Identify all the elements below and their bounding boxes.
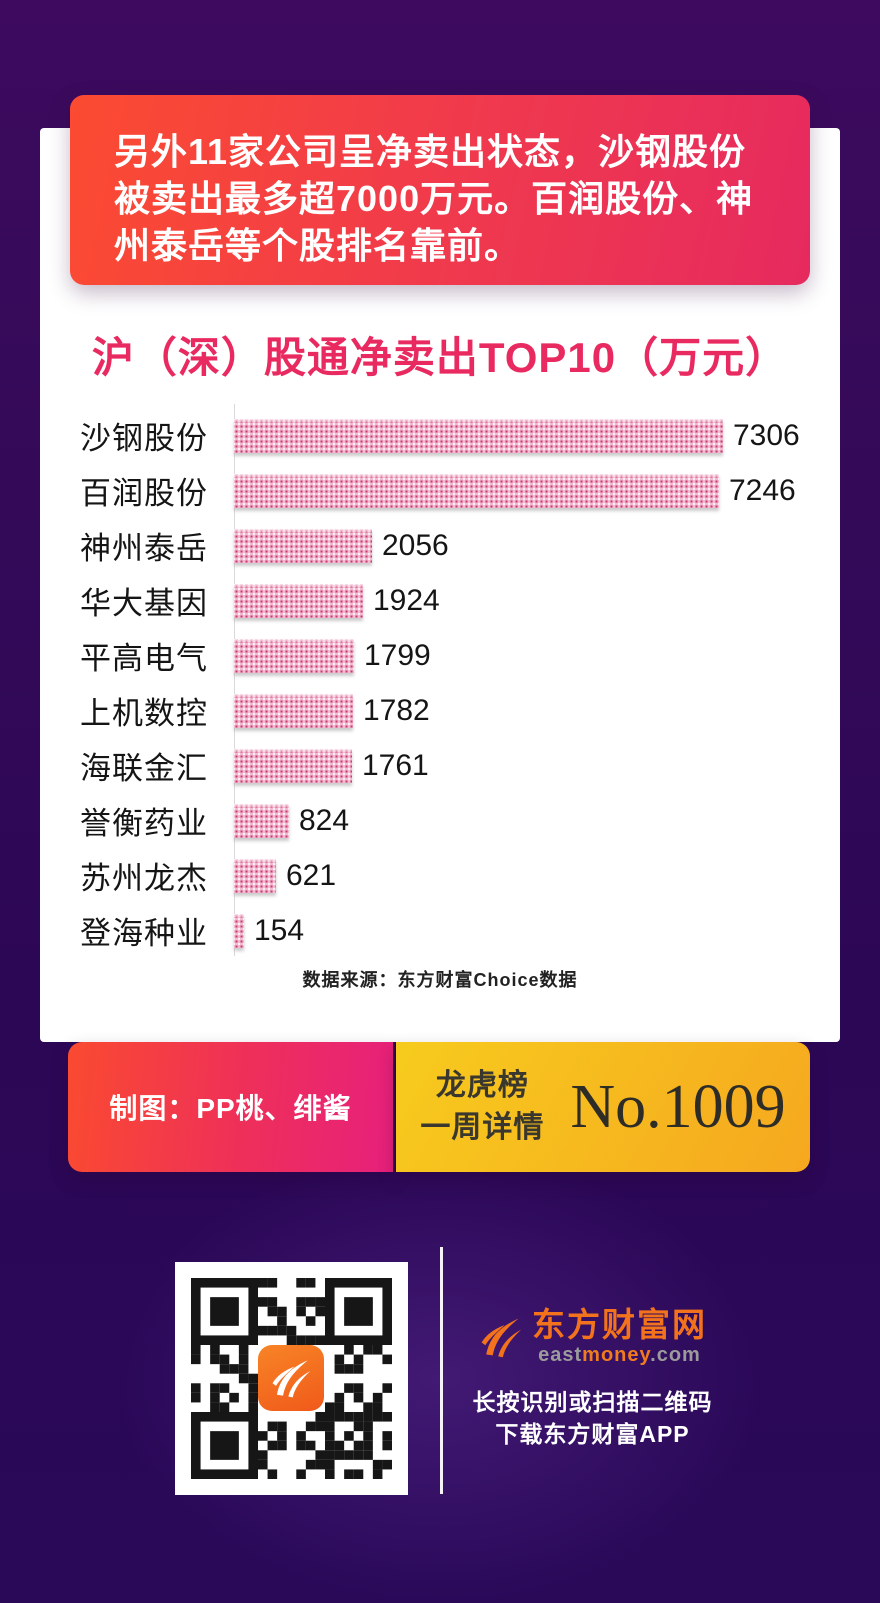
bar-category-label: 誉衡药业 [80,806,208,841]
bar [234,693,353,728]
chart-row: 誉衡药业 824 [80,793,810,848]
summary-text-line: 另外11家公司呈净卖出状态，沙钢股份 [114,131,747,172]
credit-card: 制图：PP桃、绯酱 [68,1042,393,1172]
download-section: 东方财富网 eastmoney.com 长按识别或扫描二维码 下载东方财富APP [445,1308,740,1450]
chart-row: 上机数控 1782 [80,683,810,738]
qr-code [175,1262,408,1495]
download-tip-line1: 长按识别或扫描二维码 [472,1389,713,1415]
bar [234,418,723,453]
bar-value-label: 1799 [364,638,431,672]
issue-number: No.1009 [570,1072,786,1141]
series-name: 龙虎榜 一周详情 [420,1065,544,1149]
chart-row: 登海种业 154 [80,903,810,958]
bar-value-label: 1924 [373,583,440,617]
chart-row: 神州泰岳 2056 [80,518,810,573]
brand-url-money: money [582,1344,651,1366]
bar [234,748,352,783]
chart-row: 百润股份 7246 [80,463,810,518]
bar [234,638,354,673]
download-tip-line2: 下载东方财富APP [495,1421,690,1447]
bar-category-label: 神州泰岳 [80,531,208,566]
brand-logo-row: 东方财富网 eastmoney.com [445,1308,740,1366]
bar-value-label: 2056 [382,528,449,562]
bar-value-label: 824 [299,803,350,837]
chart-row: 华大基因 1924 [80,573,810,628]
bar [234,583,363,618]
bar-category-label: 沙钢股份 [80,421,208,456]
data-source-note: 数据来源：东方财富Choice数据 [302,970,578,990]
issue-card: 龙虎榜 一周详情 No.1009 [396,1042,810,1172]
bar-value-label: 621 [286,858,337,892]
eastmoney-swoosh-icon [272,1360,311,1398]
eastmoney-swoosh-icon [481,1318,522,1358]
series-name-line1: 龙虎榜 [435,1069,529,1102]
brand-text-block: 东方财富网 eastmoney.com [532,1306,707,1367]
chart-title: 沪（深）股通净卖出TOP10（万元） [91,334,789,381]
summary-text-line: 州泰岳等个股排名靠前。 [114,225,522,266]
brand-url-east: east [538,1344,583,1366]
brand-url-com: .com [650,1344,701,1366]
chart-row: 苏州龙杰 621 [80,848,810,903]
summary-banner: 另外11家公司呈净卖出状态，沙钢股份 被卖出最多超7000万元。百润股份、神 州… [70,95,810,285]
bar-value-label: 1761 [362,748,429,782]
chart-axis-line [234,404,235,956]
bar [234,858,276,893]
bar [234,913,244,948]
summary-text-line: 被卖出最多超7000万元。百润股份、神 [114,178,754,219]
qr-modules [175,1262,408,1495]
bar-value-label: 7306 [733,418,800,452]
bar [234,473,719,508]
brand-name: 东方财富网 [532,1306,707,1343]
bar-category-label: 上机数控 [80,696,208,731]
eastmoney-app-icon [258,1345,324,1411]
chart-row: 沙钢股份 7306 [80,408,810,463]
brand-url: eastmoney.com [532,1344,707,1366]
chart-row: 海联金汇 1761 [80,738,810,793]
bar-category-label: 华大基因 [80,586,208,621]
bar [234,803,289,838]
vertical-divider [440,1247,443,1494]
bar [234,528,372,563]
bar-category-label: 登海种业 [80,916,208,951]
bar-chart: 沙钢股份 7306 百润股份 7246 神州泰岳 2056 华大基因 1924 平高电气 1799… [80,408,810,958]
bar-value-label: 154 [254,913,305,947]
bar-category-label: 平高电气 [80,641,208,676]
series-name-line2: 一周详情 [420,1111,545,1144]
bar-value-label: 7246 [729,473,796,507]
bar-category-label: 海联金汇 [80,751,208,786]
bar-value-label: 1782 [363,693,430,727]
download-instructions: 长按识别或扫描二维码 下载东方财富APP [445,1386,740,1450]
credit-text: 制图：PP桃、绯酱 [109,1093,352,1124]
bar-category-label: 百润股份 [80,476,208,511]
bar-category-label: 苏州龙杰 [80,861,208,896]
chart-row: 平高电气 1799 [80,628,810,683]
